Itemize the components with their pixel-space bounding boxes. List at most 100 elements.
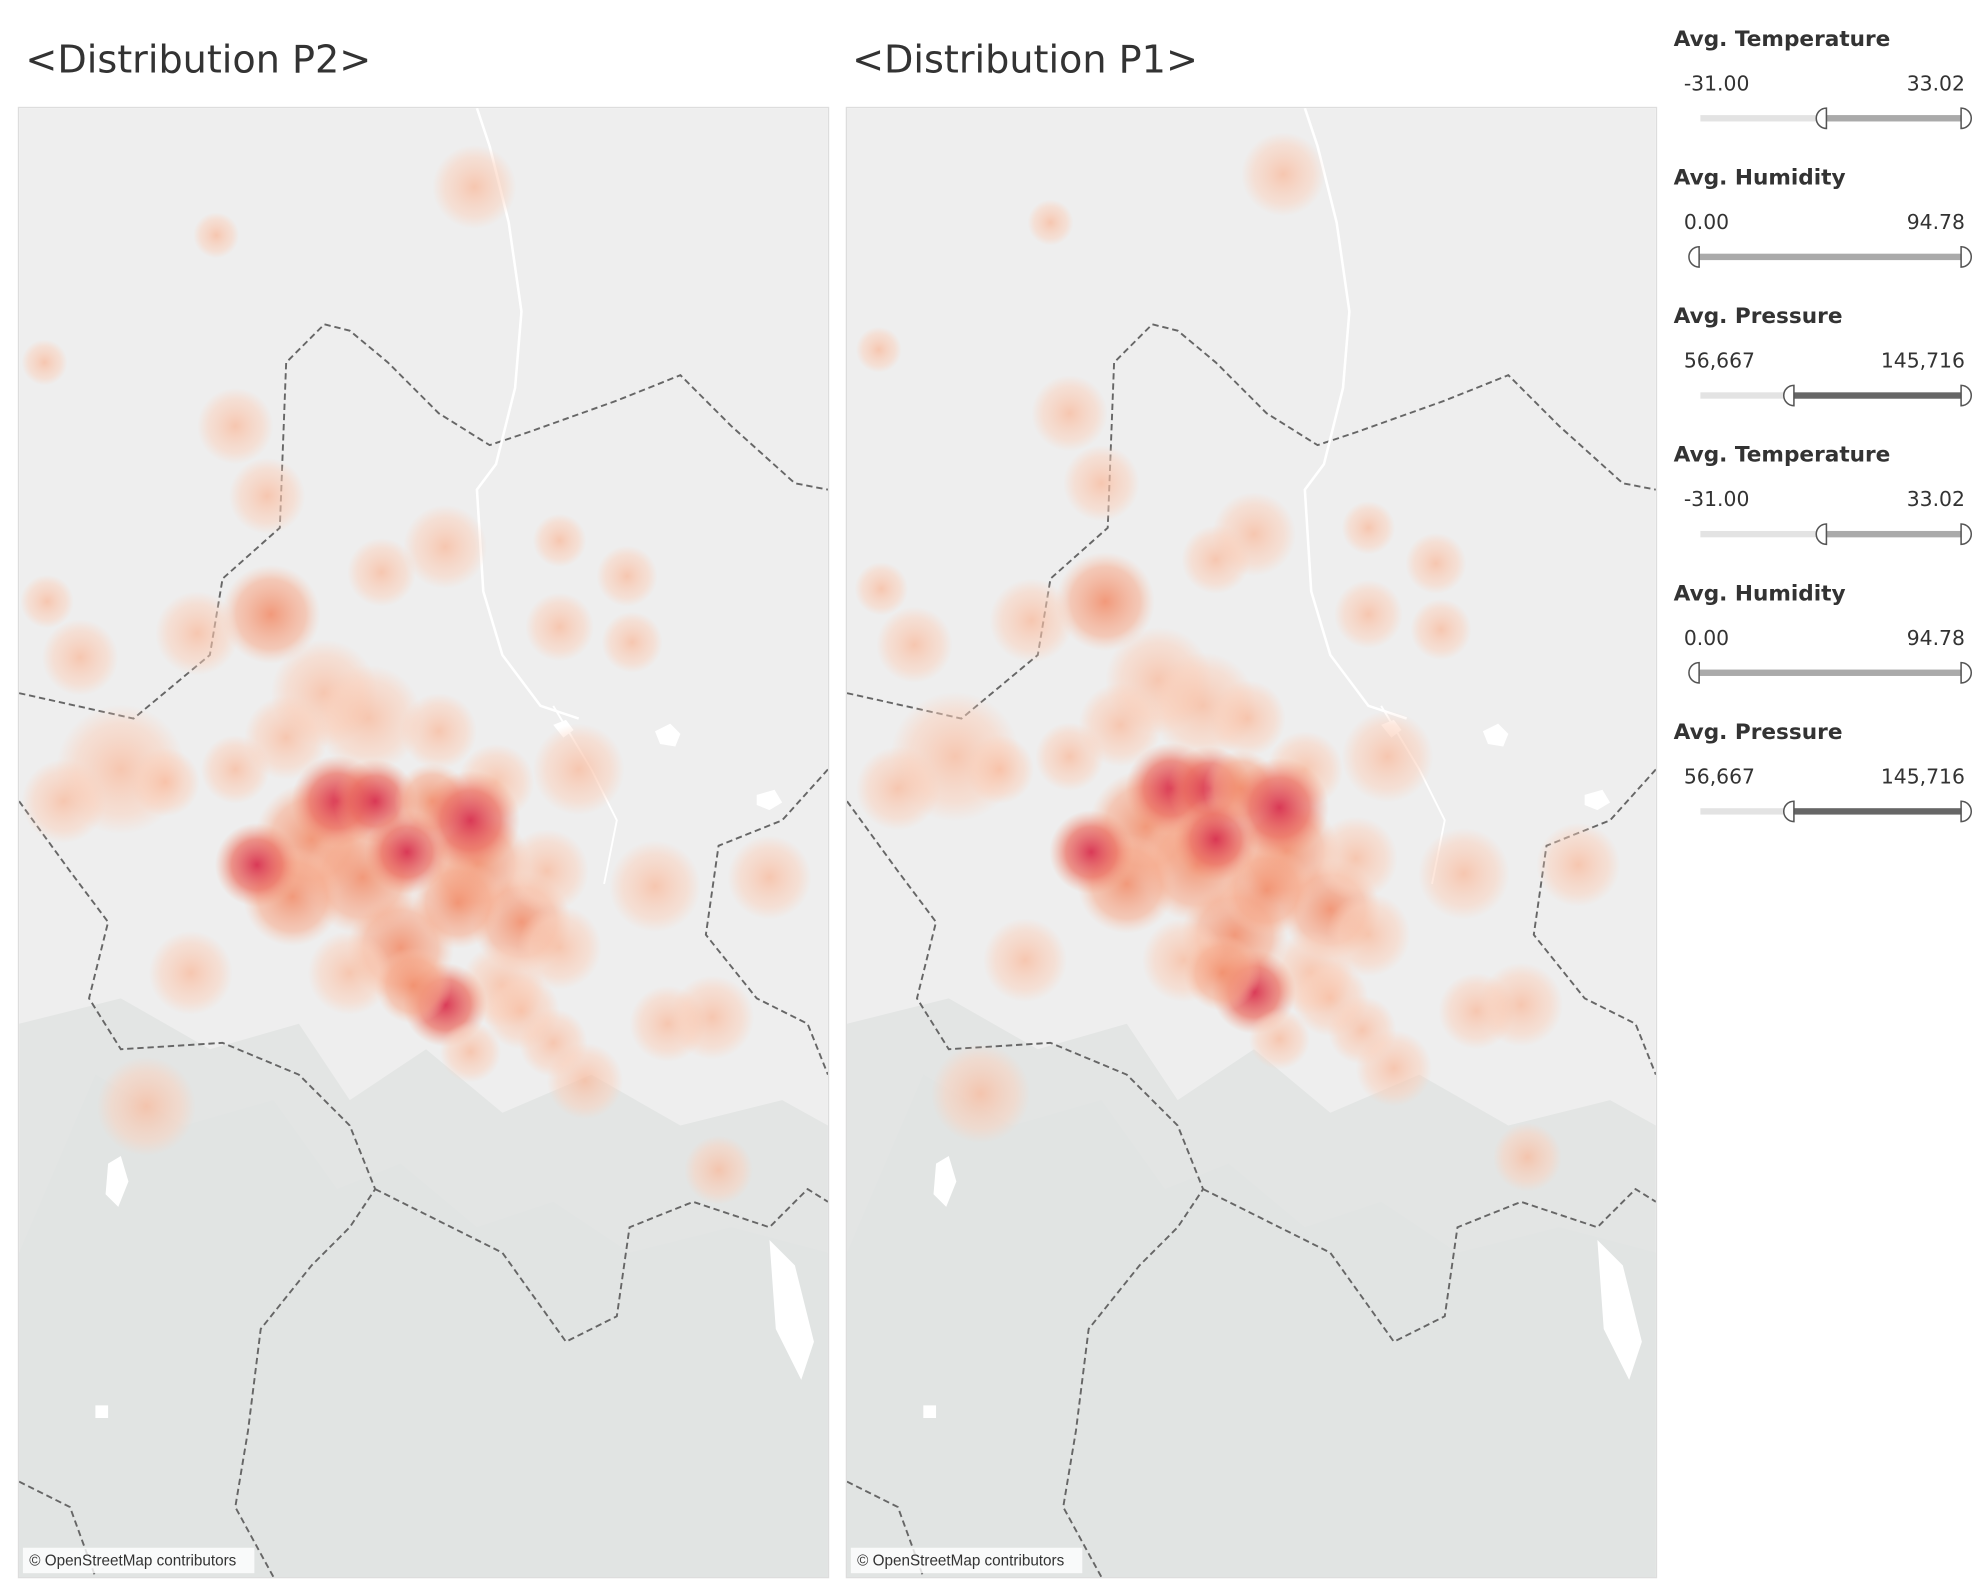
- heat-blob: [670, 975, 755, 1060]
- map-title: <Distribution P2>: [25, 37, 371, 81]
- heat-blob: [1055, 551, 1155, 652]
- heat-blob: [601, 611, 663, 673]
- heat-blob: [1536, 822, 1621, 907]
- slider-handle-max[interactable]: [1960, 107, 1972, 130]
- slider-handle-max[interactable]: [1960, 384, 1972, 407]
- heat-blob: [504, 829, 589, 914]
- heat-blob: [1027, 199, 1074, 246]
- filter-label: Avg. Temperature: [1674, 443, 1891, 468]
- slider-handle-min[interactable]: [1783, 384, 1795, 407]
- filter-label: Avg. Humidity: [1674, 581, 1846, 606]
- map-title: <Distribution P1>: [852, 37, 1198, 81]
- heat-blob: [684, 1135, 753, 1205]
- heat-blob: [197, 387, 274, 465]
- heatmap: [854, 132, 1621, 1192]
- heat-blob: [855, 326, 902, 373]
- slider-handle-max[interactable]: [1960, 800, 1972, 823]
- heat-blob: [440, 1021, 502, 1083]
- filter-label: Avg. Temperature: [1674, 27, 1891, 52]
- filter-min: 56,667: [1684, 764, 1755, 788]
- heat-blob: [1334, 579, 1403, 649]
- slider-range: [1786, 392, 1963, 399]
- attribution-bg: [22, 1547, 255, 1574]
- slider-handle-min[interactable]: [1688, 661, 1700, 684]
- heat-blob: [1241, 132, 1326, 217]
- heat-blob: [21, 339, 68, 386]
- heat-blob: [315, 665, 423, 772]
- slider-range: [1691, 253, 1963, 261]
- range-filter[interactable]: Avg. Temperature -31.00 33.02: [1674, 27, 1972, 130]
- slider-handle-max[interactable]: [1960, 661, 1972, 684]
- heat-blob: [1035, 722, 1104, 792]
- heat-blob: [148, 930, 233, 1015]
- slider-range: [1786, 808, 1963, 815]
- map-panel[interactable]: <Distribution P2> © OpenStreetMap contri…: [17, 37, 830, 1579]
- heat-blob: [1418, 827, 1510, 920]
- attribution[interactable]: © OpenStreetMap contributors: [857, 1553, 1064, 1570]
- slider-handle-min[interactable]: [1815, 523, 1828, 546]
- range-filter[interactable]: Avg. Temperature -31.00 33.02: [1674, 443, 1972, 546]
- heat-blob: [1063, 445, 1140, 522]
- map-frame: [845, 106, 1658, 1579]
- heat-blob: [1493, 1122, 1562, 1192]
- heat-blob: [596, 545, 658, 607]
- filter-label: Avg. Humidity: [1674, 165, 1846, 190]
- heat-blob: [365, 810, 449, 895]
- heat-blob: [532, 513, 587, 568]
- heat-blob: [214, 822, 299, 907]
- heat-blob: [1049, 810, 1134, 895]
- heat-blob: [21, 759, 106, 844]
- heat-blob: [200, 735, 270, 804]
- heat-blob: [41, 619, 119, 696]
- range-filter[interactable]: Avg. Pressure 56,667 145,716: [1674, 720, 1972, 823]
- heat-blob: [1327, 995, 1397, 1065]
- range-filter[interactable]: Avg. Humidity 0.00 94.78: [1674, 581, 1972, 684]
- heat-blob: [983, 918, 1068, 1003]
- filter-max: 94.78: [1907, 210, 1965, 234]
- heat-blob: [517, 905, 602, 990]
- filter-label: Avg. Pressure: [1674, 720, 1843, 745]
- heat-blob: [518, 1008, 588, 1078]
- heat-blob: [1341, 710, 1434, 803]
- filter-max: 33.02: [1907, 487, 1965, 511]
- map-panel[interactable]: <Distribution P1> © OpenStreetMap contri…: [845, 37, 1658, 1579]
- heat-blob: [1341, 501, 1396, 555]
- heat-blob: [1313, 816, 1398, 901]
- filter-min: 56,667: [1684, 349, 1755, 373]
- filter-min: 0.00: [1684, 210, 1729, 234]
- filter-max: 94.78: [1907, 626, 1965, 650]
- slider-handle-min[interactable]: [1815, 107, 1828, 130]
- heat-blob: [1479, 962, 1564, 1047]
- attribution[interactable]: © OpenStreetMap contributors: [29, 1553, 236, 1570]
- slider-handle-min[interactable]: [1688, 245, 1700, 268]
- heat-blob: [1410, 599, 1472, 661]
- range-filter[interactable]: Avg. Humidity 0.00 94.78: [1674, 165, 1972, 268]
- slider-handle-max[interactable]: [1960, 245, 1972, 268]
- heat-blob: [1181, 525, 1251, 594]
- heat-blob: [727, 835, 812, 920]
- heat-blob: [855, 746, 940, 831]
- filter-min: -31.00: [1684, 71, 1750, 95]
- heat-blob: [307, 930, 392, 1015]
- slider-range: [1691, 669, 1963, 676]
- heat-blob: [96, 1056, 196, 1157]
- filter-max: 145,716: [1881, 349, 1965, 373]
- heat-blob: [1209, 680, 1286, 757]
- range-filter[interactable]: Avg. Pressure 56,667 145,716: [1674, 304, 1972, 407]
- heat-blob: [155, 591, 240, 676]
- heat-blob: [1184, 934, 1261, 1012]
- attribution-bg: [850, 1547, 1083, 1574]
- slider-handle-max[interactable]: [1960, 523, 1972, 546]
- filter-min: -31.00: [1684, 487, 1750, 511]
- heat-blob: [1173, 797, 1258, 882]
- filter-max: 33.02: [1907, 71, 1965, 95]
- heat-blob: [1405, 532, 1467, 594]
- heat-blob: [609, 840, 701, 933]
- filter-min: 0.00: [1684, 626, 1729, 650]
- heat-blob: [193, 212, 240, 259]
- filter-label: Avg. Pressure: [1674, 304, 1843, 329]
- slider-handle-min[interactable]: [1783, 800, 1795, 823]
- map-frame: [17, 106, 830, 1579]
